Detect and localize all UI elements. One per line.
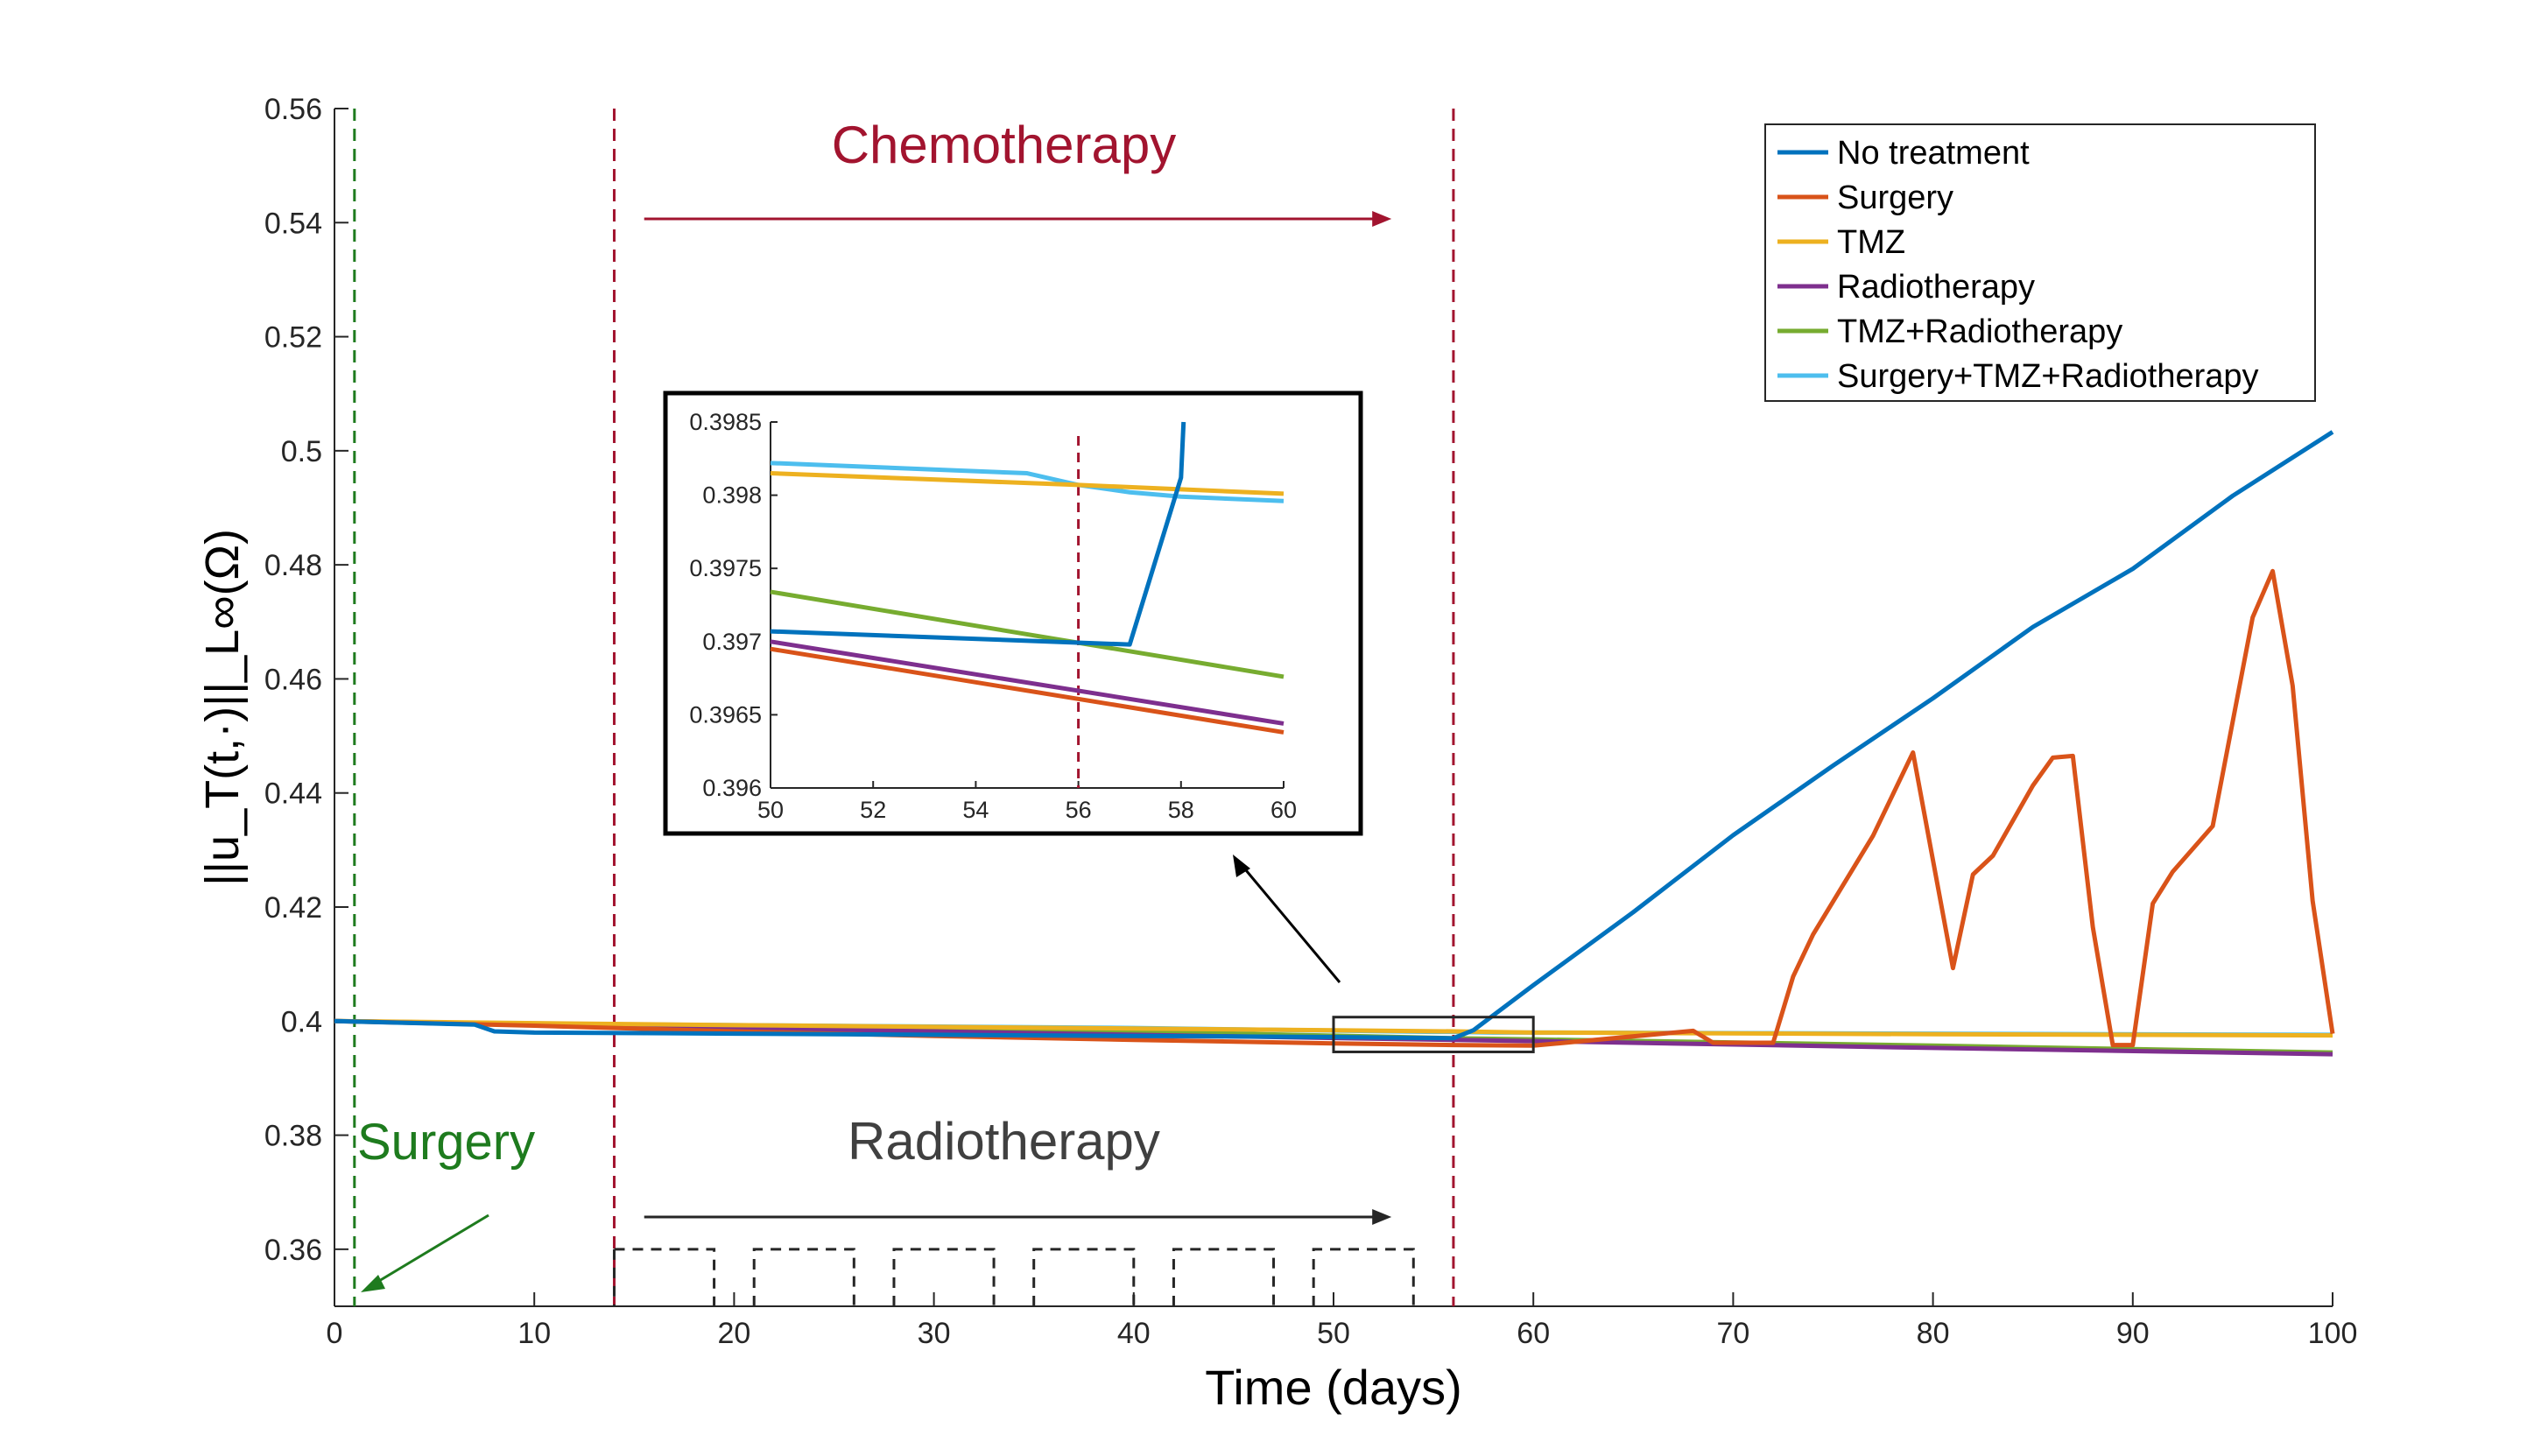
y-tick-label: 0.38 [264,1120,322,1153]
y-tick-label: 0.48 [264,549,322,582]
inset-series-line [770,421,1186,647]
radiotherapy-schedule [614,1248,1415,1306]
x-tick-label: 40 [1117,1317,1151,1350]
y-tick-label: 0.44 [264,777,322,811]
inset-arrow-line [1240,864,1341,983]
y-tick-label: 0.52 [264,321,322,355]
inset-x-tick-label: 56 [1066,797,1092,823]
x-tick-label: 80 [1917,1317,1950,1350]
y-tick-label: 0.54 [264,207,322,240]
x-tick-label: 0 [327,1317,343,1350]
x-tick-label: 60 [1517,1317,1550,1350]
y-tick-label: 0.4 [281,1005,322,1038]
legend-entry: Surgery [1837,179,1953,216]
y-tick-label: 0.36 [264,1234,322,1267]
inset-x-tick-label: 58 [1168,797,1194,823]
x-tick-label: 10 [517,1317,551,1350]
inset-series-line [770,471,1285,496]
surgery-arrow-line [374,1213,489,1285]
surgery-arrow-head [361,1275,385,1292]
zoom-box [1332,1016,1535,1053]
series-line [334,430,2334,1041]
chemotherapy-label: Chemotherapy [832,116,1177,174]
y-tick-label: 0.46 [264,663,322,696]
legend-entry: No treatment [1837,135,2030,172]
legend-entry: Radiotherapy [1837,269,2035,306]
inset-x-tick-label: 54 [962,797,989,823]
x-tick-label: 70 [1716,1317,1749,1350]
legend-entry: Surgery+TMZ+Radiotherapy [1837,358,2259,395]
surgery-label: Surgery [357,1114,535,1171]
inset-x-tick-label: 52 [860,797,886,823]
legend-entry: TMZ+Radiotherapy [1837,313,2122,350]
inset-x-tick-label: 60 [1270,797,1297,823]
inset-y-tick-label: 0.398 [702,482,762,509]
y-axis-label: ||u_T(t,·)||_L∞(Ω) [196,529,249,886]
inset-x-tick-label: 50 [757,797,784,823]
x-axis-label: Time (days) [1205,1360,1462,1415]
inset-frame [663,390,1363,836]
chemo-arrow-head [1372,211,1392,227]
inset-y-tick-label: 0.396 [702,775,762,801]
series-line [334,1018,2333,1038]
legend-box [1764,123,2316,402]
inset-series-line [770,461,1285,503]
x-tick-label: 50 [1317,1317,1350,1350]
inset-y-tick-label: 0.3965 [689,701,762,728]
x-tick-label: 90 [2116,1317,2150,1350]
y-tick-label: 0.5 [281,435,322,468]
inset-series-line [770,646,1285,735]
inset-y-tick-label: 0.3985 [689,409,762,435]
radio-arrow-head [1372,1209,1392,1225]
x-tick-label: 30 [918,1317,951,1350]
inset-y-tick-label: 0.3975 [689,555,762,581]
x-tick-label: 20 [717,1317,750,1350]
inset-series-line [770,589,1285,679]
x-tick-label: 100 [2308,1317,2358,1350]
y-tick-label: 0.56 [264,93,322,126]
inset-y-tick-label: 0.397 [702,629,762,655]
series-line [334,568,2335,1048]
legend-entry: TMZ [1837,224,1905,261]
inset-arrow-head [1233,855,1250,877]
y-tick-label: 0.42 [264,891,322,925]
radiotherapy-label: Radiotherapy [848,1112,1160,1171]
inset-series-line [770,639,1285,726]
